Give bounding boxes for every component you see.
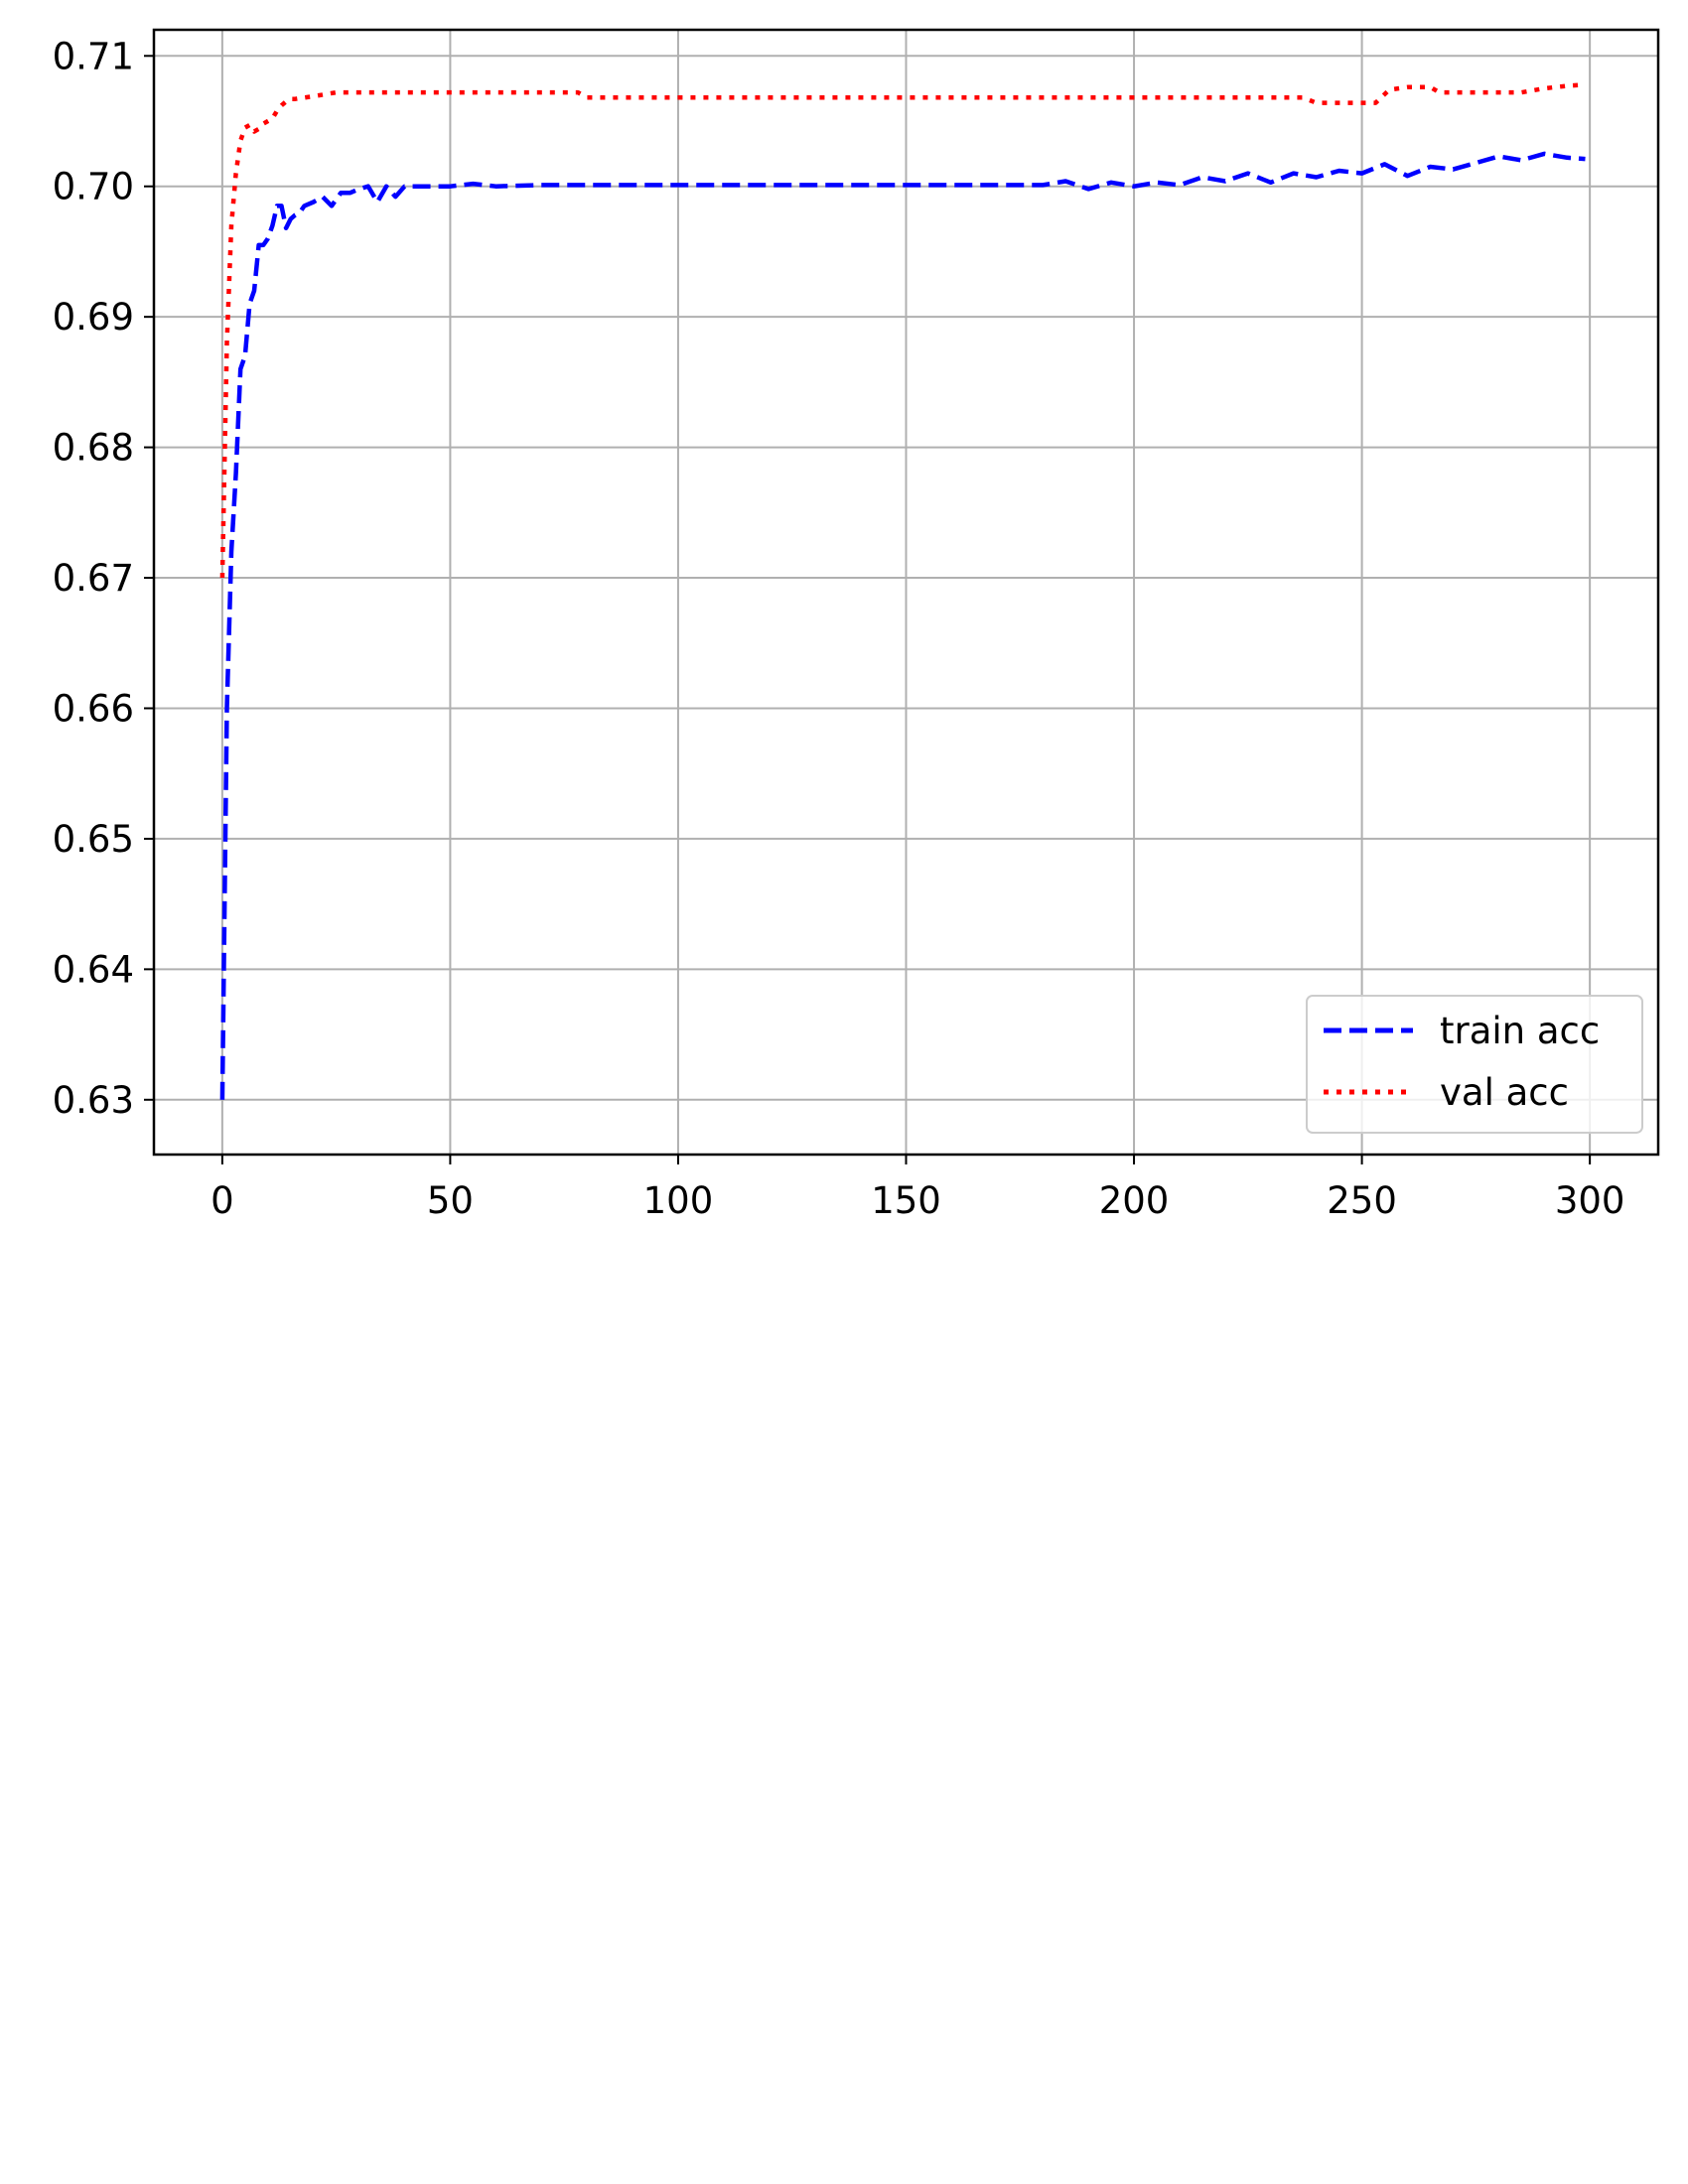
x-tick-label: 250 <box>1327 1179 1397 1222</box>
y-tick-label: 0.71 <box>53 35 134 77</box>
x-tick-label: 300 <box>1555 1179 1625 1222</box>
x-tick-label: 200 <box>1099 1179 1170 1222</box>
y-tick-label: 0.63 <box>53 1079 134 1122</box>
x-tick-label: 100 <box>643 1179 714 1222</box>
x-axis: 0 50 100 150 200 250 300 <box>211 1155 1624 1222</box>
y-tick-label: 0.66 <box>53 687 134 730</box>
y-tick-label: 0.70 <box>53 166 134 208</box>
x-tick-label: 50 <box>427 1179 474 1222</box>
series-lines <box>219 81 1586 1100</box>
series-line-val-acc <box>219 81 1586 579</box>
legend-label-train: train acc <box>1440 1010 1600 1052</box>
legend: train acc val acc <box>1306 995 1643 1134</box>
y-tick-label: 0.64 <box>53 948 134 991</box>
y-tick-label: 0.69 <box>53 296 134 339</box>
y-tick-label: 0.67 <box>53 557 134 600</box>
series-line-train-acc <box>219 151 1586 1100</box>
legend-label-val: val acc <box>1440 1071 1569 1114</box>
x-tick-label: 0 <box>211 1179 234 1222</box>
y-tick-label: 0.68 <box>53 427 134 470</box>
y-tick-label: 0.65 <box>53 818 134 861</box>
grid <box>154 30 1658 1155</box>
x-tick-label: 150 <box>871 1179 941 1222</box>
y-axis: 0.63 0.64 0.65 0.66 0.67 0.68 0.69 0.70 0.71 <box>53 35 154 1122</box>
